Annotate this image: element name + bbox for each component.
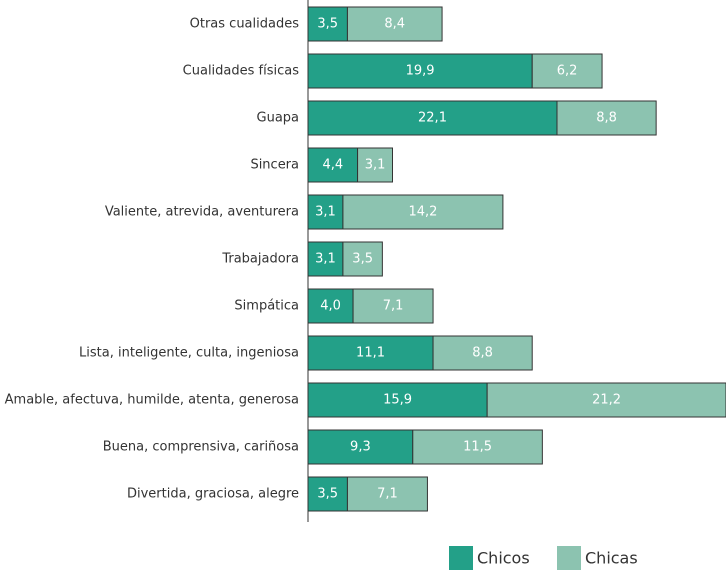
category-label-lista-inteligente-culta-ingeniosa: Lista, inteligente, culta, ingeniosa xyxy=(79,346,299,361)
category-label-buena-comprensiva-carinosa: Buena, comprensiva, cariñosa xyxy=(103,440,299,455)
labels-layer: Otras cualidades 3,5 8,4 Cualidades físicas… xyxy=(5,17,621,502)
value-label-chicos-valiente-atrevida-aventurera: 3,1 xyxy=(315,205,336,220)
value-label-chicos-simpatica: 4,0 xyxy=(320,299,341,314)
category-label-otras-cualidades: Otras cualidades xyxy=(190,17,300,32)
bars-layer xyxy=(307,6,726,512)
legend-swatch-chicos xyxy=(449,546,473,570)
value-label-chicas-amable-afectuva-humilde-atenta-generosa: 21,2 xyxy=(592,393,621,408)
category-label-amable-afectuva-humilde-atenta-generosa: Amable, afectuva, humilde, atenta, gener… xyxy=(5,393,299,408)
legend-swatch-chicas xyxy=(557,546,581,570)
bar-chicas-otras-cualidades xyxy=(346,6,443,42)
bar-chicas-amable-afectuva-humilde-atenta-generosa xyxy=(486,382,726,418)
value-label-chicos-trabajadora: 3,1 xyxy=(315,252,336,267)
category-label-guapa: Guapa xyxy=(257,111,300,126)
category-label-trabajadora: Trabajadora xyxy=(221,252,299,267)
value-label-chicos-sincera: 4,4 xyxy=(322,158,343,173)
bar-chicas-divertida-graciosa-alegre xyxy=(346,476,428,512)
bar-chicos-buena-comprensiva-carinosa xyxy=(307,429,414,465)
legend: Chicos Chicas xyxy=(449,546,638,570)
category-label-divertida-graciosa-alegre: Divertida, graciosa, alegre xyxy=(127,487,299,502)
value-label-chicos-amable-afectuva-humilde-atenta-generosa: 15,9 xyxy=(383,393,412,408)
value-label-chicas-divertida-graciosa-alegre: 7,1 xyxy=(377,487,398,502)
value-label-chicos-otras-cualidades: 3,5 xyxy=(317,17,338,32)
value-label-chicas-trabajadora: 3,5 xyxy=(352,252,373,267)
value-label-chicas-otras-cualidades: 8,4 xyxy=(384,17,405,32)
bar-chicos-guapa xyxy=(307,100,558,136)
value-label-chicos-lista-inteligente-culta-ingeniosa: 11,1 xyxy=(356,346,385,361)
value-label-chicos-guapa: 22,1 xyxy=(418,111,447,126)
legend-label-chicos: Chicos xyxy=(477,549,530,568)
value-label-chicas-sincera: 3,1 xyxy=(365,158,386,173)
bar-chicos-simpatica xyxy=(307,288,354,324)
category-label-simpatica: Simpática xyxy=(234,299,299,314)
bar-chicas-trabajadora xyxy=(342,241,383,277)
value-label-chicas-valiente-atrevida-aventurera: 14,2 xyxy=(408,205,437,220)
category-label-valiente-atrevida-aventurera: Valiente, atrevida, aventurera xyxy=(105,205,299,220)
value-label-chicos-cualidades-fisicas: 19,9 xyxy=(406,64,435,79)
category-label-sincera: Sincera xyxy=(250,158,299,173)
bar-chicas-cualidades-fisicas xyxy=(531,53,603,89)
category-label-cualidades-fisicas: Cualidades físicas xyxy=(183,64,300,79)
value-label-chicos-buena-comprensiva-carinosa: 9,3 xyxy=(350,440,371,455)
value-label-chicas-buena-comprensiva-carinosa: 11,5 xyxy=(463,440,492,455)
value-label-chicas-cualidades-fisicas: 6,2 xyxy=(557,64,578,79)
value-label-chicos-divertida-graciosa-alegre: 3,5 xyxy=(317,487,338,502)
value-label-chicas-guapa: 8,8 xyxy=(596,111,617,126)
bar-chicas-guapa xyxy=(556,100,657,136)
value-label-chicas-lista-inteligente-culta-ingeniosa: 8,8 xyxy=(472,346,493,361)
bar-chicas-buena-comprensiva-carinosa xyxy=(412,429,543,465)
bar-chicos-cualidades-fisicas xyxy=(307,53,533,89)
bar-chicas-sincera xyxy=(357,147,394,183)
bar-chicos-sincera xyxy=(307,147,359,183)
legend-label-chicas: Chicas xyxy=(585,549,638,568)
bar-chicas-simpatica xyxy=(352,288,434,324)
bar-chicos-divertida-graciosa-alegre xyxy=(307,476,348,512)
bar-chicas-lista-inteligente-culta-ingeniosa xyxy=(432,335,533,371)
bar-chicas-valiente-atrevida-aventurera xyxy=(342,194,504,230)
value-label-chicas-simpatica: 7,1 xyxy=(383,299,404,314)
